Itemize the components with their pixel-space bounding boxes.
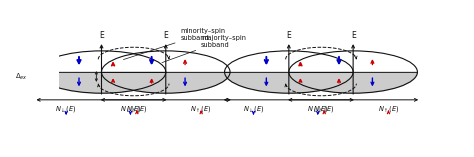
Text: $N_{\downarrow}(E)$: $N_{\downarrow}(E)$ — [307, 104, 328, 114]
Text: $N_{\uparrow}(E)$: $N_{\uparrow}(E)$ — [191, 104, 212, 114]
Text: minority–spin
subband: minority–spin subband — [123, 28, 226, 60]
Text: $N_{\downarrow}(E)$: $N_{\downarrow}(E)$ — [243, 104, 264, 114]
Text: E: E — [164, 31, 168, 40]
Text: $N_{\downarrow}(E)$: $N_{\downarrow}(E)$ — [55, 104, 77, 114]
Text: $\Delta_{ex}$: $\Delta_{ex}$ — [15, 71, 28, 82]
Text: E: E — [99, 31, 104, 40]
Text: E: E — [351, 31, 356, 40]
Polygon shape — [225, 72, 353, 93]
Text: $N_{\uparrow}(E)$: $N_{\uparrow}(E)$ — [378, 104, 399, 114]
Polygon shape — [37, 72, 166, 93]
Text: $N_{\uparrow}(E)$: $N_{\uparrow}(E)$ — [126, 104, 148, 114]
Polygon shape — [101, 72, 230, 93]
Text: $N_{\uparrow}(E)$: $N_{\uparrow}(E)$ — [313, 104, 335, 114]
Text: majority–spin
subband: majority–spin subband — [162, 35, 246, 63]
Text: E: E — [286, 31, 291, 40]
Text: $N_{\downarrow}(E)$: $N_{\downarrow}(E)$ — [119, 104, 141, 114]
Polygon shape — [289, 72, 418, 93]
